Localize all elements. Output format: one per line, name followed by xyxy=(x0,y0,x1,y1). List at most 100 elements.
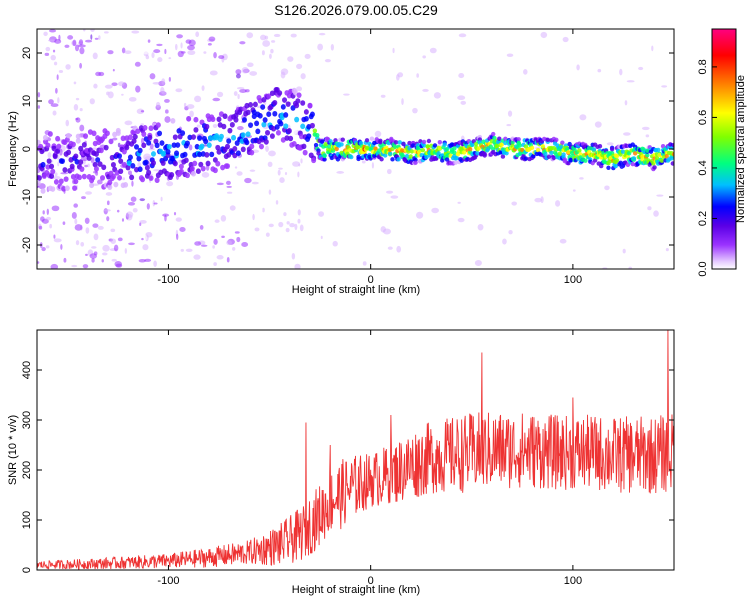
spectrogram-cell xyxy=(47,131,53,137)
y-tick-label: 400 xyxy=(21,361,33,379)
y-tick-label: 100 xyxy=(21,511,33,529)
spectrogram-speckle xyxy=(234,166,238,169)
spectrogram-speckle xyxy=(37,91,41,98)
spectrogram-speckle xyxy=(142,244,149,251)
spectrogram-speckle xyxy=(62,52,69,57)
spectrogram-speckle xyxy=(239,89,247,93)
spectrogram-cell xyxy=(121,161,127,168)
spectrogram-speckle xyxy=(140,123,144,126)
spectrogram-speckle xyxy=(291,252,296,260)
y-tick-label: -10 xyxy=(21,189,33,205)
spectrogram-cell xyxy=(222,113,228,120)
spectrogram-cell xyxy=(454,155,460,161)
spectrogram-cell xyxy=(413,160,418,165)
spectrogram-speckle xyxy=(582,163,590,167)
spectrogram-cell xyxy=(49,173,55,179)
spectrogram-speckle xyxy=(244,177,252,184)
spectrogram-cell xyxy=(240,132,246,138)
spectrogram-speckle xyxy=(479,125,487,130)
spectrogram-speckle xyxy=(128,242,135,246)
spectrogram-speckle xyxy=(471,253,477,258)
spectrogram-cell xyxy=(59,158,65,164)
colorbar-fill xyxy=(711,28,737,270)
spectrogram-cell xyxy=(408,154,413,159)
spectrogram-cell xyxy=(319,139,325,144)
spectrogram-speckle xyxy=(638,60,646,67)
spectrogram-cell xyxy=(125,164,131,171)
spectrogram-speckle xyxy=(40,216,45,222)
spectrogram-speckle xyxy=(74,218,78,225)
spectrogram-speckle xyxy=(460,100,467,105)
spectrogram-speckle xyxy=(139,219,147,224)
spectrogram-cell xyxy=(410,143,416,148)
spectrogram-cell xyxy=(55,135,61,142)
spectrogram-speckle xyxy=(275,200,279,205)
spectrogram-speckle xyxy=(199,224,204,230)
spectrogram-speckle xyxy=(200,244,208,247)
spectrogram-speckle xyxy=(249,169,256,172)
spectrogram-speckle xyxy=(507,110,513,117)
spectrogram-speckle xyxy=(318,211,325,217)
spectrogram-speckle xyxy=(162,91,167,95)
spectrogram-cell xyxy=(258,143,264,150)
spectrogram-speckle xyxy=(272,242,280,247)
spectrogram-speckle xyxy=(296,86,303,92)
spectrogram-speckle xyxy=(153,260,157,267)
spectrogram-cell xyxy=(81,173,87,180)
y-tick-label: -20 xyxy=(21,237,33,253)
spectrogram-speckle xyxy=(50,263,59,269)
spectrogram-speckle xyxy=(292,161,301,167)
spectrogram-cell xyxy=(183,157,189,164)
spectrogram-speckle xyxy=(65,119,70,127)
spectrogram-speckle xyxy=(159,190,163,195)
spectrogram-speckle xyxy=(299,224,304,232)
spectrogram-cell xyxy=(283,112,289,118)
spectrogram-speckle xyxy=(180,248,184,252)
spectrogram-cell xyxy=(630,161,635,167)
spectrogram-speckle xyxy=(52,49,56,53)
y-tick-label: 300 xyxy=(21,411,33,429)
spectrogram-speckle xyxy=(254,187,263,194)
spectrogram-cell xyxy=(155,122,161,128)
spectrogram-cell xyxy=(531,154,536,159)
spectrogram-speckle xyxy=(166,181,174,187)
spectrogram-speckle xyxy=(234,231,240,234)
spectrogram-speckle xyxy=(104,84,113,89)
y-tick-label: 0 xyxy=(21,146,33,152)
spectrogram-speckle xyxy=(207,42,212,46)
spectrogram-speckle xyxy=(289,223,295,228)
spectrogram-cell xyxy=(186,116,192,122)
spectrogram-speckle xyxy=(638,66,644,71)
spectrogram-cell xyxy=(609,146,615,152)
spectrogram-speckle xyxy=(647,206,652,211)
spectrogram-cell xyxy=(364,138,370,143)
spectrogram-speckle xyxy=(46,216,52,221)
spectrogram-speckle xyxy=(121,206,125,213)
spectrogram-speckle xyxy=(91,246,97,249)
spectrogram-speckle xyxy=(50,54,56,61)
spectrogram-cell xyxy=(42,134,48,141)
spectrogram-cell xyxy=(75,138,81,144)
spectrogram-speckle xyxy=(290,33,297,38)
spectrogram-cell xyxy=(205,160,211,167)
spectrogram-cell xyxy=(117,175,123,181)
spectrogram-speckle xyxy=(101,259,104,263)
spectrogram-cell xyxy=(166,143,172,150)
spectrogram-cell xyxy=(39,148,45,155)
spectrogram-cell xyxy=(197,135,203,141)
spectrogram-cell xyxy=(232,146,238,152)
spectrogram-speckle xyxy=(304,53,311,59)
spectrogram-cell xyxy=(470,142,475,147)
spectrogram-speckle xyxy=(330,43,334,51)
spectrogram-speckle xyxy=(416,73,419,78)
spectrogram-speckle xyxy=(121,47,126,54)
spectrogram-speckle xyxy=(226,256,230,263)
spectrogram-cell xyxy=(492,135,497,141)
spectrogram-speckle xyxy=(201,85,205,91)
spectrogram-speckle xyxy=(75,97,80,101)
spectrogram-cell xyxy=(315,133,320,138)
spectrogram-cell xyxy=(216,116,222,123)
spectrogram-speckle xyxy=(393,237,398,242)
spectrogram-cell xyxy=(141,131,147,137)
spectrogram-speckle xyxy=(257,206,263,213)
